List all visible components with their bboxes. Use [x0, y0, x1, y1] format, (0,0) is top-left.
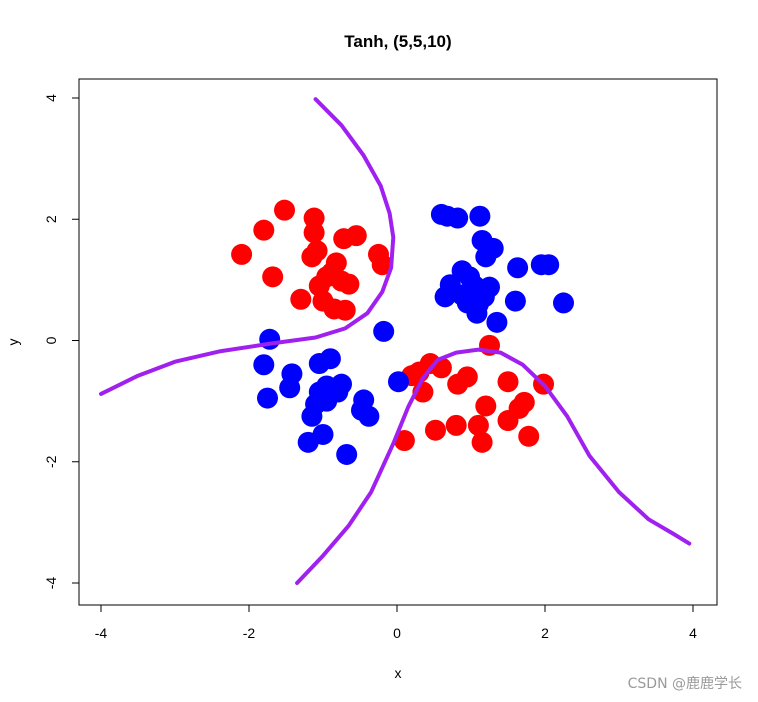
data-point — [471, 431, 493, 453]
data-point — [319, 348, 341, 370]
data-point — [274, 199, 296, 221]
data-point — [475, 246, 497, 268]
data-point — [306, 240, 328, 262]
data-point — [253, 219, 275, 241]
data-point — [393, 430, 415, 452]
data-point — [358, 405, 380, 427]
data-point — [297, 431, 319, 453]
x-tick-label: -4 — [95, 625, 108, 641]
y-tick-label: -4 — [43, 577, 59, 590]
watermark-text: CSDN @鹿鹿学长 — [627, 676, 742, 692]
data-point — [469, 205, 491, 227]
y-axis: -4 -2 0 2 4 — [43, 94, 80, 590]
data-point — [518, 425, 540, 447]
data-point — [434, 286, 456, 308]
data-point — [445, 414, 467, 436]
data-point — [325, 252, 347, 274]
data-point — [303, 222, 325, 244]
y-axis-label: y — [5, 339, 21, 346]
data-point — [279, 377, 301, 399]
data-point — [538, 254, 560, 276]
data-point — [456, 366, 478, 388]
x-axis-label: x — [395, 665, 402, 681]
plot-frame — [78, 78, 718, 606]
data-point — [253, 354, 275, 376]
x-axis: -4 -2 0 2 4 — [95, 604, 697, 641]
data-point — [301, 405, 323, 427]
data-point — [257, 387, 278, 409]
data-point — [316, 390, 338, 412]
data-point — [345, 225, 367, 247]
data-point — [303, 207, 325, 229]
data-point — [331, 373, 352, 395]
data-point — [447, 207, 469, 229]
data-point — [290, 288, 312, 310]
data-point — [336, 443, 358, 465]
y-tick-label: 0 — [43, 336, 59, 344]
data-point — [475, 395, 497, 417]
data-point — [231, 243, 253, 265]
data-point — [466, 302, 488, 324]
x-tick-label: 0 — [393, 625, 401, 641]
data-point — [504, 290, 526, 312]
data-point — [497, 371, 519, 393]
data-point — [553, 292, 574, 314]
data-point — [513, 391, 535, 413]
y-tick-label: 2 — [43, 215, 59, 223]
data-point — [486, 311, 508, 333]
decision-boundary-line — [295, 347, 692, 585]
y-tick-label: 4 — [43, 94, 59, 102]
data-point — [262, 266, 284, 288]
data-point — [334, 299, 356, 321]
data-point — [479, 276, 500, 298]
data-point — [371, 254, 393, 276]
chart-title: Tanh, (5,5,10) — [344, 32, 451, 51]
x-tick-label: 4 — [689, 625, 697, 641]
y-tick-label: -2 — [43, 455, 59, 468]
data-point — [507, 257, 529, 279]
data-point — [387, 371, 409, 393]
data-point — [338, 273, 360, 295]
data-point — [424, 419, 446, 441]
x-tick-label: -2 — [243, 625, 256, 641]
x-tick-label: 2 — [541, 625, 549, 641]
data-point — [373, 320, 395, 342]
decision-boundary-line — [99, 97, 396, 396]
data-point — [467, 414, 489, 436]
data-marks — [99, 97, 692, 585]
